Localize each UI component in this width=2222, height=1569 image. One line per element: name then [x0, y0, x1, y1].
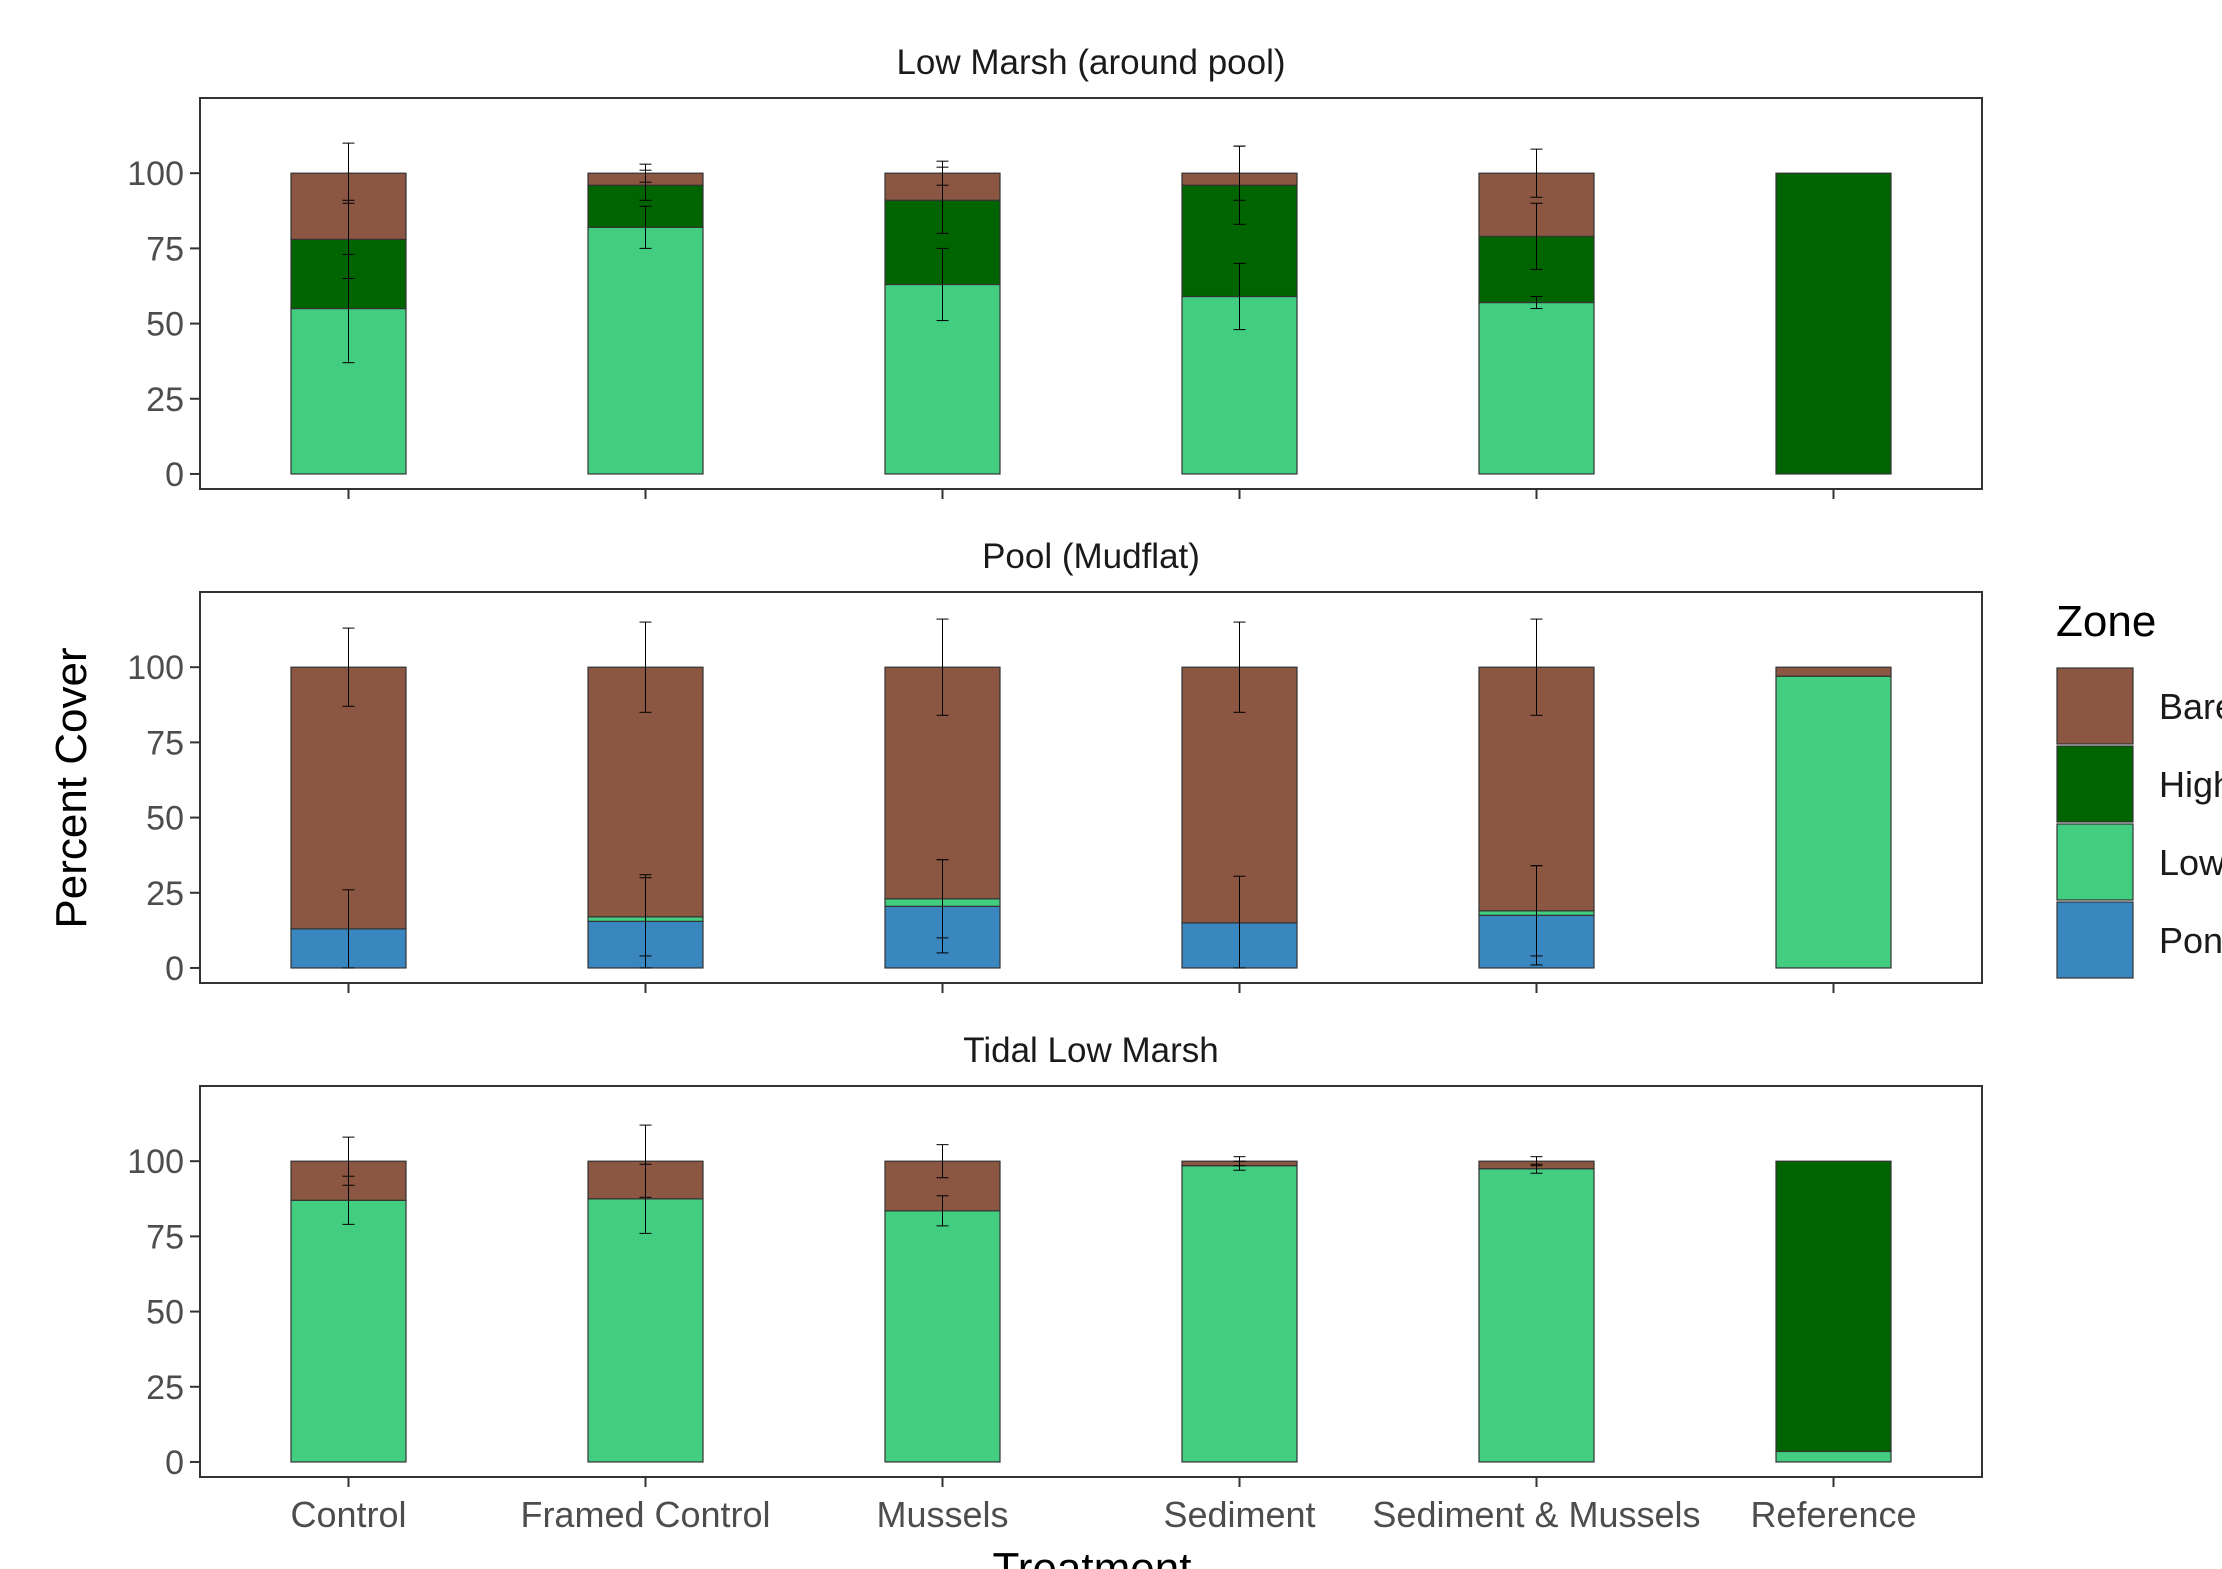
- panel-title: Low Marsh (around pool): [896, 43, 1285, 82]
- legend-label: Bare: [2159, 686, 2222, 727]
- panel-title: Pool (Mudflat): [982, 537, 1200, 576]
- bar-high-reference: [1775, 1160, 1892, 1453]
- y-tick-label: 75: [146, 724, 184, 762]
- legend-item-pond: Pond: [2056, 901, 2222, 979]
- legend-label: Low: [2159, 842, 2222, 883]
- y-tick-label: 75: [146, 1218, 184, 1256]
- y-tick-label: 25: [146, 1369, 184, 1407]
- error-bar-low-framed-control: [639, 205, 652, 249]
- panel-border: [199, 591, 1983, 984]
- error-bar-low-sediment-and-mussels: [1530, 296, 1543, 310]
- y-tick-label: 100: [127, 649, 184, 687]
- bar-low-reference: [1775, 1450, 1892, 1463]
- panel-tidal-low-marsh: Tidal Low Marsh 0 25 50 75 100 Control Framed C…: [127, 1031, 1983, 1535]
- x-tick-label-sediment-and-mussels: Sediment & Mussels: [1372, 1494, 1700, 1535]
- bar-low-framed-control: [587, 1198, 704, 1463]
- y-tick-label: 100: [127, 155, 184, 193]
- error-bar-pond-sediment: [1233, 875, 1246, 969]
- bar-low-sediment-and-mussels: [1478, 301, 1595, 475]
- x-tick-label-control: Control: [290, 1494, 406, 1535]
- x-axis-title: Treatment: [993, 1544, 1192, 1569]
- y-tick-label: 50: [146, 306, 184, 344]
- legend-key: [2056, 745, 2134, 823]
- legend-label: Pond: [2159, 920, 2222, 961]
- error-bar-bare-framed-control: [639, 163, 652, 183]
- error-bar-bare-mussels: [936, 1144, 949, 1179]
- error-bar-bare-sediment: [1233, 145, 1246, 201]
- error-bar-low-mussels: [936, 859, 949, 939]
- x-tick-label-reference: Reference: [1750, 1494, 1916, 1535]
- error-bar-pond-control: [342, 889, 355, 969]
- panel-pool-mudflat: Pool (Mudflat) 0 25 50 75 100: [127, 537, 1983, 993]
- bar-low-sediment-and-mussels: [1478, 1168, 1595, 1463]
- error-bar-low-mussels: [936, 247, 949, 322]
- error-bar-bare-control: [342, 1136, 355, 1186]
- error-bar-bare-framed-control: [639, 1124, 652, 1198]
- legend-key: [2056, 823, 2134, 901]
- legend-key: [2056, 667, 2134, 745]
- legend-key: [2056, 901, 2134, 979]
- error-bar-low-mussels: [936, 1195, 949, 1227]
- y-tick-label: 25: [146, 381, 184, 419]
- error-bar-bare-sediment: [1233, 1156, 1246, 1167]
- bar-low-sediment: [1181, 1165, 1298, 1463]
- bar-low-mussels: [884, 1210, 1001, 1463]
- y-axis-title: Percent Cover: [47, 647, 96, 928]
- bar-low-reference: [1775, 675, 1892, 969]
- bar-low-framed-control: [587, 226, 704, 475]
- legend-item-bare: Bare: [2056, 667, 2222, 745]
- error-bar-bare-mussels: [936, 618, 949, 716]
- error-bar-low-framed-control: [639, 877, 652, 957]
- bar-low-control: [290, 1199, 407, 1463]
- legend-item-high: High: [2056, 745, 2222, 823]
- y-tick-label: 0: [165, 456, 184, 494]
- legend-title: Zone: [2056, 597, 2156, 646]
- y-tick-label: 75: [146, 230, 184, 268]
- error-bar-low-sediment-and-mussels: [1530, 865, 1543, 957]
- error-bar-low-sediment: [1233, 262, 1246, 331]
- error-bar-high-sediment-and-mussels: [1530, 202, 1543, 270]
- x-tick-label-framed-control: Framed Control: [520, 1494, 770, 1535]
- bar-high-reference: [1775, 172, 1892, 475]
- error-bar-bare-sediment-and-mussels: [1530, 148, 1543, 198]
- panel-border: [199, 97, 1983, 490]
- panel-border: [199, 1085, 1983, 1478]
- error-bar-bare-sediment: [1233, 621, 1246, 713]
- y-tick-label: 100: [127, 1143, 184, 1181]
- x-tick-label-mussels: Mussels: [876, 1494, 1008, 1535]
- error-bar-bare-control: [342, 142, 355, 204]
- panel-low-marsh-around-pool: Low Marsh (around pool) 0 25 50 75 100: [127, 43, 1983, 499]
- error-bar-bare-control: [342, 627, 355, 707]
- error-bar-bare-mussels: [936, 160, 949, 186]
- bar-bare-reference: [1775, 666, 1892, 677]
- legend-label: High: [2159, 764, 2222, 805]
- y-tick-label: 50: [146, 1294, 184, 1332]
- y-tick-label: 0: [165, 1444, 184, 1482]
- legend-items: Bare High Low Pond: [2056, 667, 2222, 979]
- y-tick-label: 50: [146, 800, 184, 838]
- error-bar-bare-sediment-and-mussels: [1530, 618, 1543, 716]
- error-bar-bare-framed-control: [639, 621, 652, 713]
- legend-item-low: Low: [2056, 823, 2222, 901]
- panel-title: Tidal Low Marsh: [963, 1031, 1218, 1070]
- x-tick-label-sediment: Sediment: [1163, 1494, 1315, 1535]
- y-tick-label: 25: [146, 875, 184, 913]
- legend: Zone Bare High Low Pond: [2056, 597, 2222, 979]
- y-tick-label: 0: [165, 950, 184, 988]
- error-bar-bare-sediment-and-mussels: [1530, 1156, 1543, 1167]
